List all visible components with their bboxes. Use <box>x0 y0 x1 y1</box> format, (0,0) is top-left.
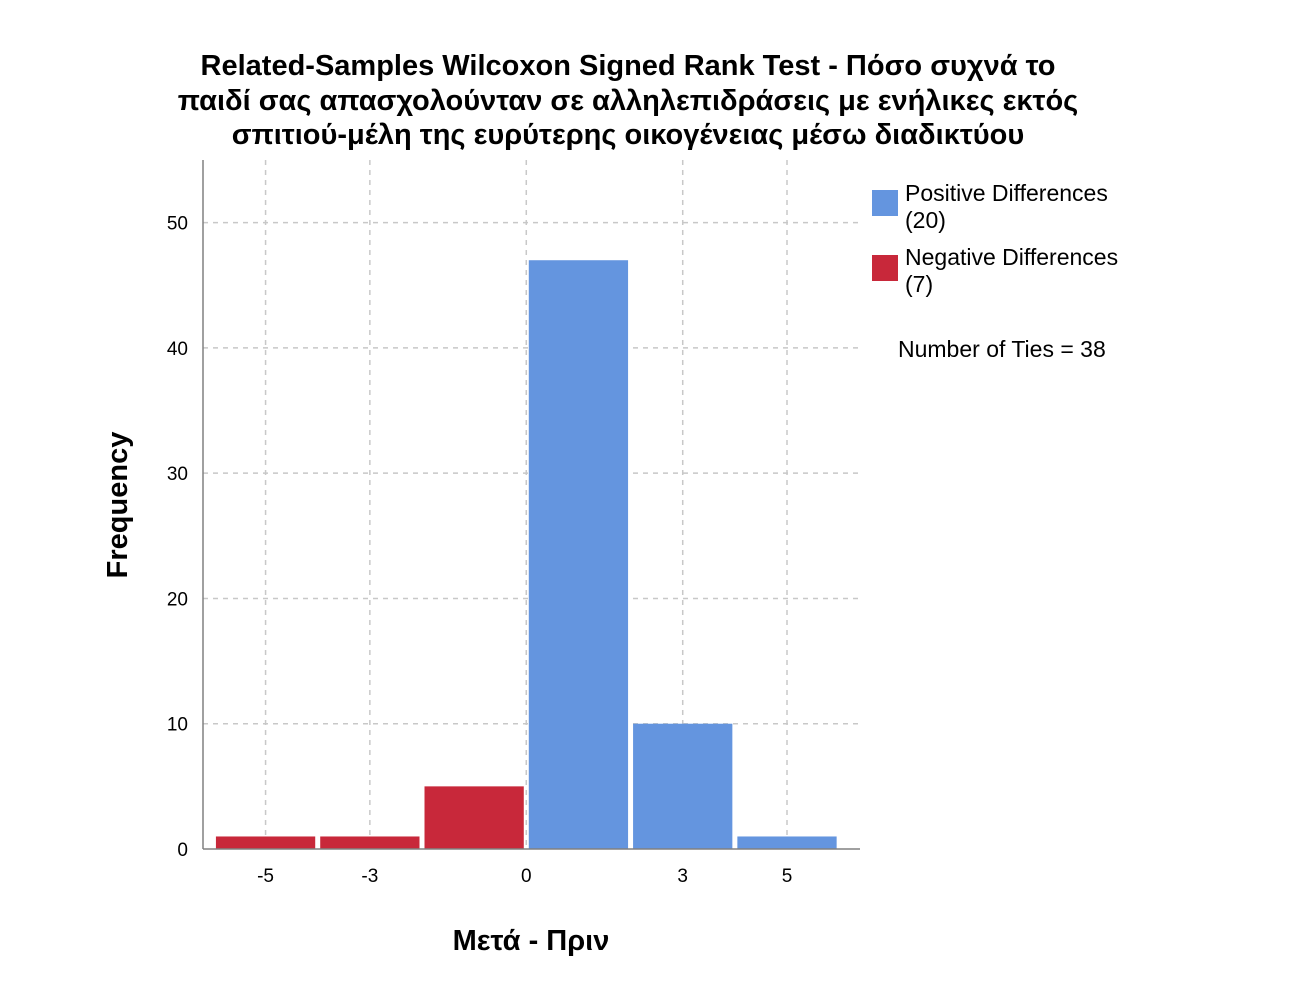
x-axis-title: Μετά - Πριν <box>453 925 610 957</box>
y-tick-label: 30 <box>167 464 188 485</box>
x-tick-label: -5 <box>257 866 274 887</box>
legend-label-positive: Positive Differences <box>905 180 1108 206</box>
x-tick-label: 5 <box>782 866 793 887</box>
y-axis-title: Frequency <box>102 432 134 579</box>
chart-title-line-2: παιδί σας απασχολούνταν σε αλληλεπιδράσε… <box>178 85 1079 117</box>
x-tick-label: -3 <box>361 866 378 887</box>
bar <box>528 260 629 850</box>
y-tick-label: 10 <box>167 715 188 736</box>
bar <box>737 836 837 849</box>
y-tick-label: 20 <box>167 589 188 610</box>
axes <box>202 160 860 850</box>
legend-count-negative: (7) <box>905 271 933 297</box>
x-tick-labels: -5 -3 0 3 5 <box>257 866 792 887</box>
bar <box>424 786 524 849</box>
y-tick-label: 50 <box>167 214 188 235</box>
chart-title-line-1: Related-Samples Wilcoxon Signed Rank Tes… <box>201 50 1056 82</box>
legend: Positive Differences (20) Negative Diffe… <box>872 180 1118 362</box>
legend-swatch-negative <box>872 255 898 281</box>
legend-label-negative: Negative Differences <box>905 244 1118 270</box>
ties-annotation: Number of Ties = 38 <box>898 336 1106 362</box>
bars <box>215 260 837 850</box>
chart-title-line-3: σπιτιού-μέλη της ευρύτερης οικογένειας μ… <box>232 119 1025 151</box>
legend-swatch-positive <box>872 190 898 216</box>
bar <box>633 723 733 849</box>
y-tick-label: 0 <box>177 840 188 861</box>
y-tick-label: 40 <box>167 339 188 360</box>
legend-count-positive: (20) <box>905 207 946 233</box>
bar <box>215 836 316 849</box>
x-tick-label: 3 <box>677 866 688 887</box>
bar <box>320 836 420 849</box>
chart-title: Related-Samples Wilcoxon Signed Rank Tes… <box>178 50 1079 151</box>
y-tick-labels: 0 10 20 30 40 50 <box>167 214 188 861</box>
x-tick-label: 0 <box>521 866 532 887</box>
